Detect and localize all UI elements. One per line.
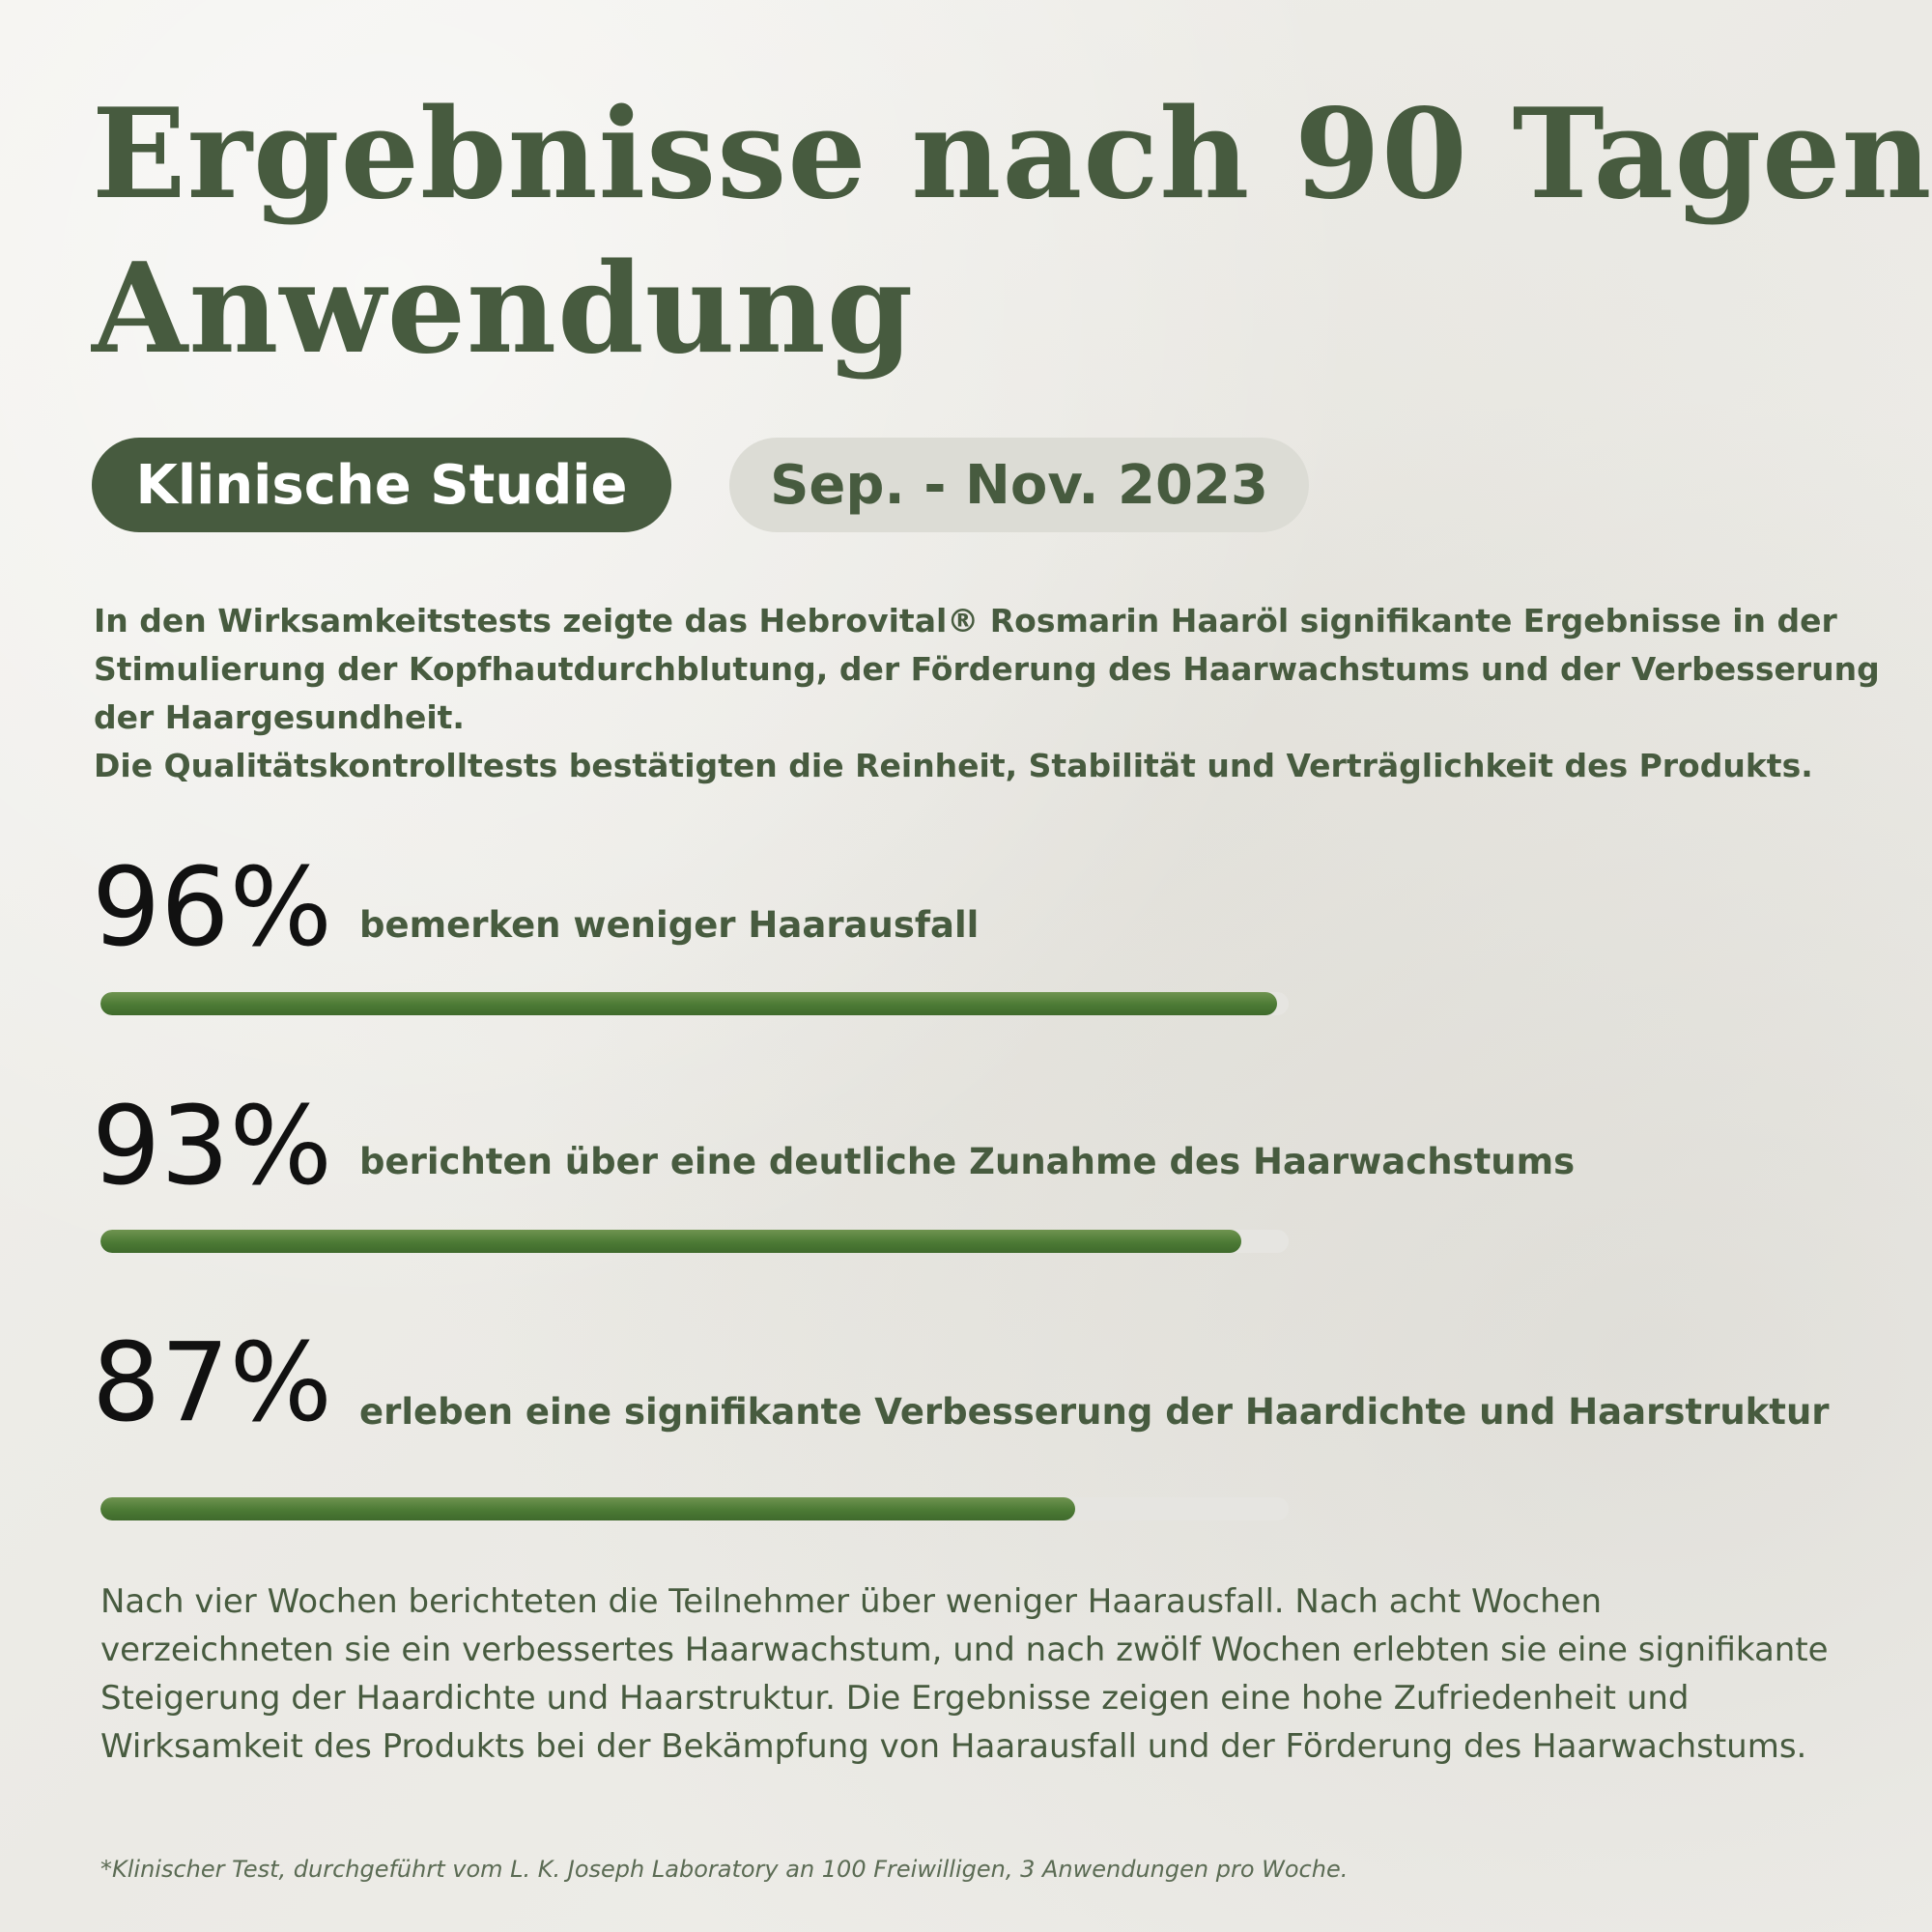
progress-bar-fill: [100, 992, 1277, 1015]
stat-label: berichten über eine deutliche Zunahme de…: [359, 1141, 1576, 1182]
summary-text: Nach vier Wochen berichteten die Teilneh…: [100, 1582, 1829, 1766]
title-line-2: Anwendung: [92, 237, 915, 382]
title-line-1: Ergebnisse nach 90 Tagen: [92, 82, 1932, 227]
stat-value: 87%: [92, 1321, 332, 1446]
intro-paragraph-2: Die Qualitätskontrolltests bestätigten d…: [94, 747, 1813, 784]
page-title: Ergebnisse nach 90 Tagen Anwendung: [92, 77, 1932, 386]
stat-label: erleben eine signifikante Verbesserung d…: [359, 1391, 1830, 1433]
progress-bar-track: [100, 992, 1289, 1015]
stat-label: bemerken weniger Haarausfall: [359, 904, 980, 946]
intro-paragraph-1: In den Wirksamkeitstests zeigte das Hebr…: [94, 602, 1880, 736]
study-period-badge: Sep. - Nov. 2023: [729, 438, 1309, 532]
progress-bar-track: [100, 1497, 1289, 1520]
intro-text: In den Wirksamkeitstests zeigte das Hebr…: [94, 597, 1881, 790]
progress-bar-fill: [100, 1497, 1075, 1520]
stat-value: 96%: [92, 845, 332, 971]
progress-bar-track: [100, 1230, 1289, 1253]
progress-bar-fill: [100, 1230, 1241, 1253]
clinical-study-badge: Klinische Studie: [92, 438, 671, 532]
stat-value: 93%: [92, 1084, 332, 1209]
clinical-study-badge-label: Klinische Studie: [135, 453, 628, 517]
study-period-badge-label: Sep. - Nov. 2023: [770, 453, 1268, 517]
footnote: *Klinischer Test, durchgeführt vom L. K.…: [100, 1856, 1349, 1883]
